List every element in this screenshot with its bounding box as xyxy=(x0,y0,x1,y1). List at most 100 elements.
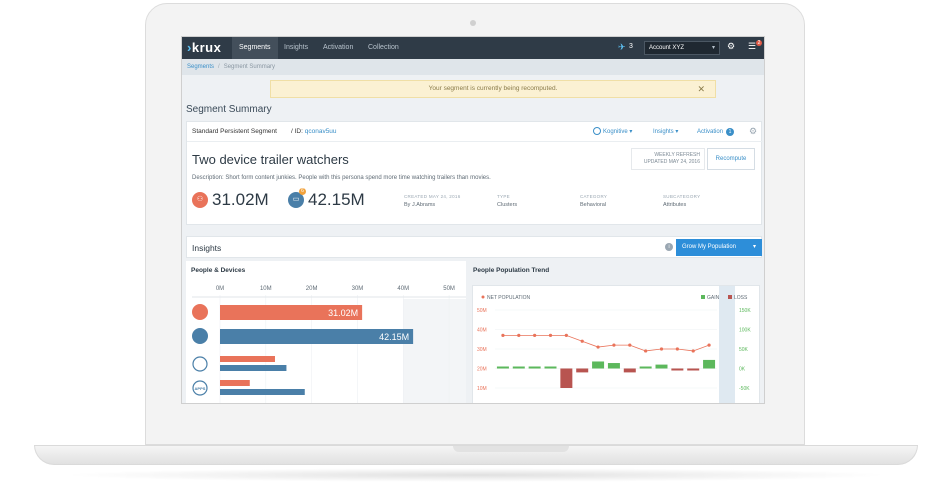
gain-loss-bar xyxy=(687,368,700,371)
net-population-point xyxy=(533,333,537,337)
net-population-point xyxy=(564,333,568,337)
segment-name: Two device trailer watchers xyxy=(192,152,349,167)
pin-count: 3 xyxy=(629,43,633,50)
recompute-button[interactable]: Recompute xyxy=(707,148,755,170)
meta-created-value: By J.Abrams xyxy=(404,202,436,208)
legend-net-swatch xyxy=(481,295,485,299)
bar xyxy=(220,380,250,386)
devices-icon xyxy=(192,328,208,344)
gain-loss-bar xyxy=(655,364,668,369)
grow-population-button[interactable]: Grow My Population ▾ xyxy=(676,239,762,256)
bar xyxy=(220,329,414,344)
logo-mark-icon: › xyxy=(187,40,192,55)
gain-loss-bar xyxy=(496,366,509,369)
x-tick-label: 40M xyxy=(397,286,409,292)
legend-gain-swatch xyxy=(701,295,705,299)
activation-button[interactable]: Activation 1 xyxy=(697,125,735,139)
globe-icon xyxy=(192,356,208,372)
nav-tab-insights[interactable]: Insights xyxy=(284,44,309,51)
nav-tab-collection[interactable]: Collection xyxy=(368,44,399,51)
left-tick-label: 20M xyxy=(477,367,487,373)
right-tick-label: 50K xyxy=(739,347,749,353)
people-count: 31.02M xyxy=(212,190,269,209)
breadcrumb: Segments / Segment Summary xyxy=(182,59,764,75)
krux-logo[interactable]: ›krux xyxy=(187,40,221,55)
nav-tab-segments[interactable]: Segments xyxy=(232,37,278,59)
population-trend-panel: People Population Trend NET POPULATION GA… xyxy=(470,261,762,403)
population-trend-title: People Population Trend xyxy=(473,267,550,274)
apps-icon-label: APPS xyxy=(195,386,206,391)
grow-label: Grow My Population xyxy=(682,244,737,250)
close-icon[interactable]: ✕ xyxy=(697,84,705,94)
net-population-point xyxy=(691,349,695,353)
net-population-point xyxy=(548,333,553,337)
insights-button[interactable]: Insights ▾ xyxy=(653,125,678,139)
left-tick-label: 10M xyxy=(477,386,487,392)
top-nav: ›krux Segments Insights Activation Colle… xyxy=(182,37,764,59)
bar xyxy=(220,365,287,371)
chevron-down-icon: ▾ xyxy=(752,244,756,250)
laptop-shadow xyxy=(60,468,892,482)
net-population-point xyxy=(596,345,600,349)
meta-created-label: CREATED MAY 24, 2016 xyxy=(404,194,461,199)
bar-value-label: 42.15M xyxy=(379,332,409,342)
meta-type-label: TYPE xyxy=(497,194,510,199)
device-badge: 6 xyxy=(299,188,306,195)
gain-loss-bar xyxy=(576,368,589,373)
net-population-point xyxy=(644,349,648,353)
gain-loss-bar xyxy=(703,359,716,369)
bar xyxy=(220,389,305,395)
breadcrumb-segments[interactable]: Segments xyxy=(187,64,215,70)
bar xyxy=(220,305,363,320)
refresh-updated: UPDATED MAY 24, 2016 xyxy=(643,159,700,165)
people-icon xyxy=(192,304,208,320)
net-population-point xyxy=(501,333,505,337)
account-select[interactable]: Account XYZ ▾ xyxy=(644,41,720,55)
left-tick-label: 50M xyxy=(477,308,487,314)
info-icon[interactable]: i xyxy=(665,243,673,251)
segment-card-header: Standard Persistent Segment / ID: qconav… xyxy=(187,122,763,142)
segment-description: Description: Short form content junkies.… xyxy=(192,175,491,181)
gain-loss-bar xyxy=(623,368,636,373)
meta-category-value: Behavioral xyxy=(580,202,606,208)
population-trend-chart: NET POPULATION GAIN LOSS 50M 40M 30M 20M 10M 150… xyxy=(477,286,751,403)
activation-label: Activation xyxy=(697,129,724,135)
settings-gear-icon[interactable]: ⚙ xyxy=(749,126,758,136)
segment-summary-card: Standard Persistent Segment / ID: qconav… xyxy=(186,121,763,225)
device-count: 42.15M xyxy=(308,190,365,209)
activation-count: 1 xyxy=(726,128,735,136)
app-screen: ›krux Segments Insights Activation Colle… xyxy=(181,36,765,404)
meta-category-label: CATEGORY xyxy=(580,194,608,199)
net-population-point xyxy=(659,347,664,351)
left-tick-label: 40M xyxy=(477,328,487,334)
page-title: Segment Summary xyxy=(186,104,272,115)
account-name: Account XYZ xyxy=(649,45,685,51)
x-tick-label: 30M xyxy=(352,286,364,292)
recompute-alert: Your segment is currently being recomput… xyxy=(270,80,716,98)
right-tick-label: 150K xyxy=(739,308,751,314)
segment-id: / ID: qconav5uu xyxy=(291,128,337,135)
breadcrumb-separator: / xyxy=(218,64,220,70)
notifications-icon[interactable]: ☰ xyxy=(748,41,757,51)
bar-value-label: 31.02M xyxy=(328,308,358,318)
nav-tab-activation[interactable]: Activation xyxy=(323,44,354,51)
pin-icon[interactable]: ✈ xyxy=(618,42,626,52)
highlight-band xyxy=(719,286,735,403)
gain-loss-bar xyxy=(512,366,525,369)
net-population-point xyxy=(612,343,616,347)
legend-gain-label: GAIN xyxy=(707,295,720,301)
chevron-down-icon: ▾ xyxy=(675,129,679,135)
gear-icon[interactable]: ⚙ xyxy=(727,41,736,51)
net-population-point xyxy=(580,339,584,343)
net-population-point xyxy=(675,347,679,351)
segment-id-value: qconav5uu xyxy=(304,128,337,135)
gain-loss-bar xyxy=(528,366,541,369)
right-tick-label: 100K xyxy=(739,328,751,334)
devices-icon: ▭ xyxy=(288,192,304,208)
people-devices-chart: 0M 10M 20M 30M 40M 50M 31.02M 42.15M APPS xyxy=(186,286,466,403)
breadcrumb-current: Segment Summary xyxy=(223,64,276,70)
kognitive-button[interactable]: Kognitive ▾ xyxy=(593,125,632,139)
net-population-point xyxy=(628,343,632,347)
net-population-point xyxy=(707,343,711,347)
gain-loss-bar xyxy=(639,366,652,369)
